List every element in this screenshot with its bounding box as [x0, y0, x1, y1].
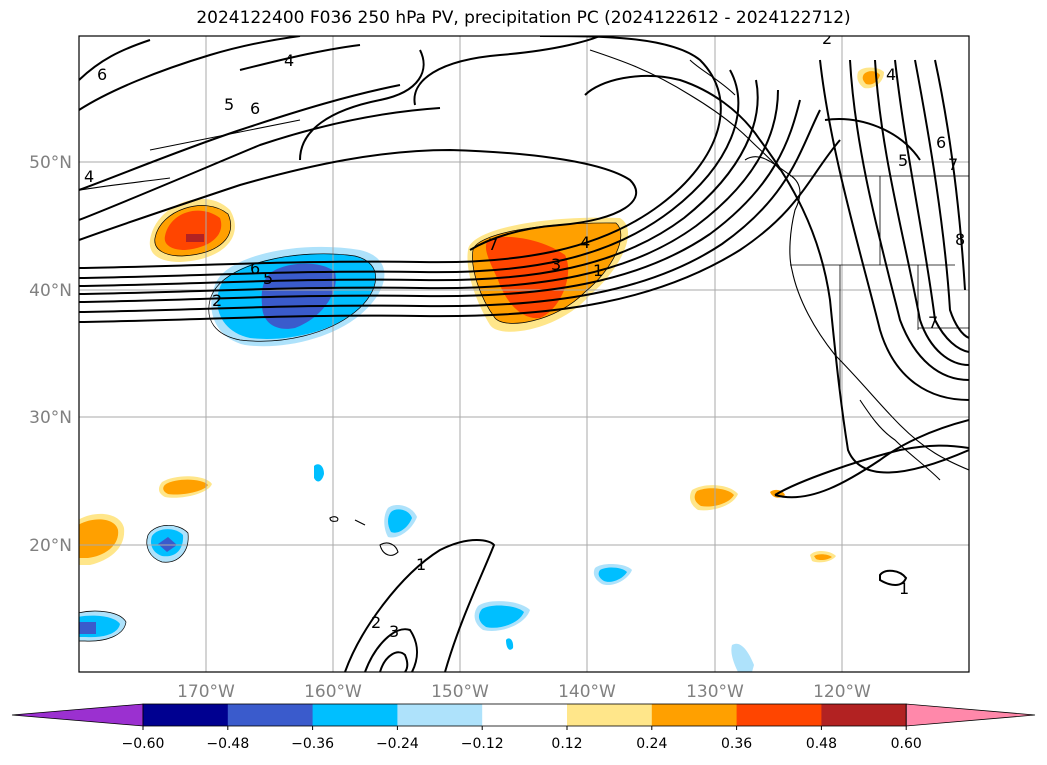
- contour-label: 2: [371, 613, 381, 632]
- pv-contours: [79, 36, 969, 672]
- lon-label-150w: 150°W: [431, 682, 489, 702]
- colorbar-tick-label: 0.48: [806, 736, 837, 752]
- lon-label-140w: 140°W: [558, 682, 616, 702]
- map-title: 2024122400 F036 250 hPa PV, precipitatio…: [196, 8, 851, 28]
- longitude-labels: 170°W 160°W 150°W 140°W 130°W 120°W: [177, 682, 871, 702]
- contour-label: 5: [224, 95, 234, 114]
- contour-label: 4: [580, 233, 590, 252]
- contour-label: 6: [250, 99, 260, 118]
- colorbar-swatch: [397, 704, 483, 726]
- colorbar-tick-label: −0.36: [291, 736, 334, 752]
- contour-label: 7: [488, 235, 498, 254]
- contour-label: 2: [212, 291, 222, 310]
- contour-label: 3: [551, 255, 561, 274]
- colorbar-swatch: [651, 704, 738, 726]
- colorbar-tick-label: 0.36: [721, 736, 752, 752]
- contour-label: 1: [899, 579, 909, 598]
- colorbar-tick-label: 0.60: [891, 736, 922, 752]
- contour-label: 5: [263, 269, 273, 288]
- contour-labels: 6 4 5 6 4 6 5 2 7 4 3 1 2 4 6 7 5 8 7 1 …: [84, 29, 965, 641]
- contour-label: 6: [936, 133, 946, 152]
- colorbar-swatch: [227, 704, 314, 726]
- lat-label-40n: 40°N: [29, 281, 72, 301]
- contour-label: 4: [84, 167, 94, 186]
- map-area: 6 4 5 6 4 6 5 2 7 4 3 1 2 4 6 7 5 8 7 1 …: [79, 29, 969, 672]
- colorbar-frame: [142, 703, 907, 727]
- lon-label-130w: 130°W: [686, 682, 744, 702]
- borders: [790, 175, 969, 390]
- colorbar-extend-max: [905, 703, 1036, 727]
- colorbar-swatch: [821, 704, 907, 726]
- contour-label: 6: [250, 259, 260, 278]
- precip-contours: [79, 205, 622, 642]
- colorbar-tick-label: −0.48: [206, 736, 249, 752]
- colorbar-tick-label: 0.12: [551, 736, 582, 752]
- contour-label: 7: [928, 313, 938, 332]
- colorbar-tick-label: −0.12: [461, 736, 504, 752]
- contour-label: 4: [284, 51, 294, 70]
- colorbar-extend-min: [11, 703, 144, 727]
- lon-label-170w: 170°W: [177, 682, 235, 702]
- contour-label: 5: [898, 151, 908, 170]
- colorbar-swatch: [482, 704, 568, 726]
- colorbar-swatch: [143, 704, 229, 726]
- contour-label: 6: [97, 65, 107, 84]
- lat-label-30n: 30°N: [29, 408, 72, 428]
- lat-label-50n: 50°N: [29, 153, 72, 173]
- contour-label: 7: [948, 155, 958, 174]
- contour-label: 1: [593, 261, 603, 280]
- contour-label: 1: [416, 555, 426, 574]
- contour-label: 3: [389, 622, 399, 641]
- colorbar-tick-label: −0.60: [122, 736, 165, 752]
- lon-label-160w: 160°W: [304, 682, 362, 702]
- contour-label: 2: [822, 29, 832, 48]
- colorbar-swatch: [736, 704, 822, 726]
- lat-label-20n: 20°N: [29, 536, 72, 556]
- colorbar-tick-label: 0.24: [636, 736, 667, 752]
- precip-negative: [79, 246, 754, 672]
- map-frame: [78, 35, 970, 673]
- contour-label: 8: [955, 230, 965, 249]
- colorbar: −0.60 −0.48 −0.36 −0.24 −0.12 0.12 0.24 0.36 0.4…: [11, 703, 1036, 752]
- colorbar-swatch: [567, 704, 653, 726]
- contour-label: 4: [886, 65, 896, 84]
- colorbar-tick-label: −0.24: [376, 736, 419, 752]
- lon-label-120w: 120°W: [813, 682, 871, 702]
- colorbar-swatch: [312, 704, 398, 726]
- latitude-labels: 50°N 40°N 30°N 20°N: [29, 153, 72, 556]
